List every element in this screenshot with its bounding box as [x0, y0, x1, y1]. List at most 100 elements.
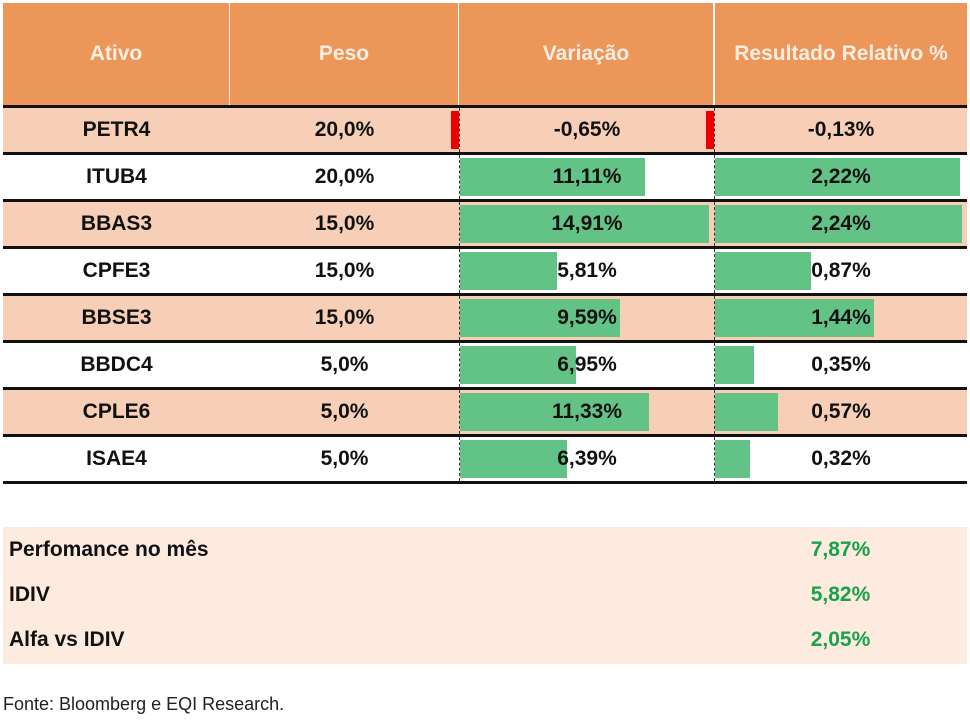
summary-row-idiv: IDIV 5,82% [3, 572, 967, 617]
summary-value: 7,87% [810, 537, 871, 561]
resultado-text: 0,32% [811, 447, 871, 470]
peso-text: 15,0% [314, 306, 375, 329]
table-row: BBSE3 15,0% 9,59% 1,44% [3, 296, 967, 343]
variacao-text: 5,81% [557, 259, 617, 282]
ativo-text: ISAE4 [86, 447, 147, 470]
cell-peso: 5,0% [230, 343, 459, 387]
resultado-bar [715, 393, 778, 431]
cell-ativo: CPFE3 [3, 249, 230, 293]
cell-ativo: ISAE4 [3, 437, 230, 481]
resultado-text: 0,57% [811, 400, 871, 423]
summary-row-alfa: Alfa vs IDIV 2,05% [3, 617, 967, 662]
variacao-bar [460, 158, 646, 196]
header-variacao: Variação [459, 3, 714, 105]
summary-value: 5,82% [810, 582, 871, 606]
table-row: BBAS3 15,0% 14,91% 2,24% [3, 202, 967, 249]
cell-ativo: BBDC4 [3, 343, 230, 387]
summary-label: IDIV [9, 582, 50, 606]
ativo-text: BBAS3 [80, 212, 153, 235]
summary-label: Perfomance no mês [9, 537, 209, 561]
cell-variacao: 11,11% [459, 155, 714, 199]
resultado-bar [715, 440, 751, 478]
cell-variacao: 11,33% [459, 390, 714, 434]
cell-variacao: 6,39% [459, 437, 714, 481]
source-note: Fonte: Bloomberg e EQI Research. [3, 694, 285, 714]
ativo-text: BBSE3 [81, 306, 152, 329]
ativo-text: ITUB4 [86, 165, 147, 188]
performance-table: Ativo Peso Variação Resultado Relativo %… [3, 3, 967, 484]
variacao-text: -0,65% [553, 118, 621, 141]
cell-ativo: ITUB4 [3, 155, 230, 199]
table-row: CPFE3 15,0% 5,81% 0,87% [3, 249, 967, 296]
variacao-bar [460, 393, 650, 431]
resultado-text: -0,13% [807, 118, 875, 141]
cell-resultado: 2,22% [714, 155, 967, 199]
cell-resultado: 0,35% [714, 343, 967, 387]
cell-variacao: 5,81% [459, 249, 714, 293]
ativo-text: CPFE3 [82, 259, 151, 282]
variacao-text: 6,95% [557, 353, 617, 376]
cell-peso: 20,0% [230, 108, 459, 152]
cell-variacao: 6,95% [459, 343, 714, 387]
resultado-bar [715, 299, 874, 337]
resultado-bar [715, 205, 962, 243]
variacao-bar [451, 111, 459, 149]
resultado-text: 0,35% [811, 353, 871, 376]
header-ativo: Ativo [3, 3, 230, 105]
ativo-text: BBDC4 [80, 353, 153, 376]
variacao-bar [460, 299, 621, 337]
table-row: ITUB4 20,0% 11,11% 2,22% [3, 155, 967, 202]
summary-row-performance: Perfomance no mês 7,87% [3, 527, 967, 572]
resultado-text: 2,24% [811, 212, 871, 235]
resultado-text: 0,87% [811, 259, 871, 282]
peso-text: 20,0% [314, 118, 375, 141]
header-peso: Peso [230, 3, 459, 105]
cell-resultado: -0,13% [706, 108, 967, 152]
cell-ativo: PETR4 [3, 108, 230, 152]
cell-peso: 15,0% [230, 249, 459, 293]
cell-variacao: 9,59% [459, 296, 714, 340]
resultado-text: 1,44% [811, 306, 871, 329]
variacao-bar [460, 440, 567, 478]
cell-peso: 15,0% [230, 296, 459, 340]
variacao-bar [460, 346, 577, 384]
variacao-text: 6,39% [557, 447, 617, 470]
cell-variacao: 14,91% [459, 202, 714, 246]
table-row: PETR4 20,0% -0,65% -0,13% [3, 108, 967, 155]
variacao-text: 11,11% [552, 165, 622, 188]
cell-resultado: 0,87% [714, 249, 967, 293]
table-row: CPLE6 5,0% 11,33% 0,57% [3, 390, 967, 437]
resultado-bar [706, 111, 714, 149]
summary-label: Alfa vs IDIV [9, 627, 125, 651]
resultado-bar [715, 158, 960, 196]
variacao-bar [460, 205, 709, 243]
summary-value: 2,05% [810, 627, 871, 651]
resultado-text: 2,22% [811, 165, 871, 188]
cell-ativo: CPLE6 [3, 390, 230, 434]
peso-text: 20,0% [314, 165, 375, 188]
cell-ativo: BBSE3 [3, 296, 230, 340]
variacao-text: 11,33% [551, 400, 623, 423]
cell-resultado: 0,32% [714, 437, 967, 481]
table-row: BBDC4 5,0% 6,95% 0,35% [3, 343, 967, 390]
ativo-text: PETR4 [82, 118, 151, 141]
header-resultado: Resultado Relativo % [714, 3, 967, 105]
resultado-bar [715, 252, 811, 290]
summary-block: Perfomance no mês 7,87% IDIV 5,82% Alfa … [3, 527, 967, 664]
peso-text: 15,0% [314, 212, 375, 235]
cell-resultado: 1,44% [714, 296, 967, 340]
peso-text: 15,0% [314, 259, 375, 282]
cell-peso: 15,0% [230, 202, 459, 246]
peso-text: 5,0% [320, 447, 369, 470]
resultado-bar [715, 346, 754, 384]
table-row: ISAE4 5,0% 6,39% 0,32% [3, 437, 967, 484]
cell-resultado: 2,24% [714, 202, 967, 246]
variacao-bar [460, 252, 557, 290]
variacao-text: 9,59% [557, 306, 617, 329]
variacao-text: 14,91% [551, 212, 623, 235]
cell-resultado: 0,57% [714, 390, 967, 434]
peso-text: 5,0% [320, 353, 369, 376]
peso-text: 5,0% [320, 400, 369, 423]
table-body: PETR4 20,0% -0,65% -0,13% ITUB4 20,0% 11,11% 2,… [3, 108, 967, 484]
table-header: Ativo Peso Variação Resultado Relativo % [3, 3, 967, 108]
